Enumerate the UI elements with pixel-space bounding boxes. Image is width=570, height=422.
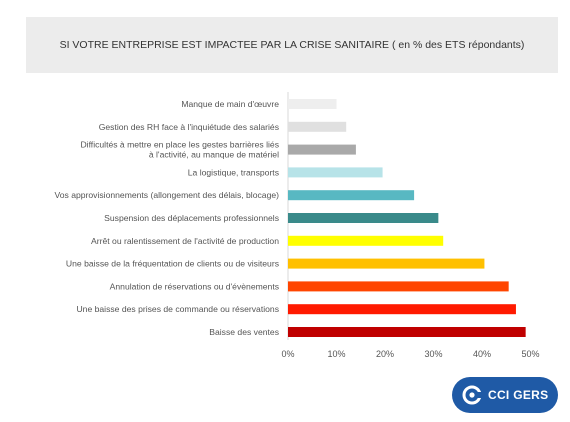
cci-gers-logo: CCI GERS <box>452 377 558 413</box>
bar <box>288 144 356 155</box>
bar <box>288 121 347 132</box>
category-label: Vos approvisionnements (allongement des … <box>54 190 279 200</box>
category-label: Manque de main d'œuvre <box>181 99 279 109</box>
category-label: Une baisse de la fréquentation de client… <box>66 259 279 269</box>
category-label: Annulation de réservations ou d'évènemen… <box>110 281 279 291</box>
category-label: Une baisse des prises de commande ou rés… <box>76 304 279 314</box>
x-tick-label: 50% <box>521 349 539 359</box>
bar <box>288 258 485 269</box>
category-label: Arrêt ou ralentissement de l'activité de… <box>91 236 279 246</box>
x-tick-label: 10% <box>327 349 345 359</box>
x-tick-label: 20% <box>376 349 394 359</box>
bar <box>288 167 383 178</box>
bar <box>288 190 415 201</box>
logo-text: CCI GERS <box>488 388 549 402</box>
bar <box>288 281 509 292</box>
x-tick-label: 30% <box>424 349 442 359</box>
category-label: Difficultés à mettre en place les gestes… <box>80 140 279 160</box>
category-label: La logistique, transports <box>188 167 279 177</box>
bar <box>288 304 516 315</box>
bar <box>288 327 526 337</box>
category-label: Gestion des RH face à l'inquiétude des s… <box>99 122 279 132</box>
x-tick-label: 0% <box>281 349 294 359</box>
chart-title-band: SI VOTRE ENTREPRISE EST IMPACTEE PAR LA … <box>26 17 558 73</box>
x-tick-label: 40% <box>473 349 491 359</box>
bar <box>288 235 444 246</box>
category-label: Suspension des déplacements professionne… <box>104 213 279 223</box>
bar <box>288 99 337 109</box>
category-label: Baisse des ventes <box>209 327 279 337</box>
bar <box>288 213 439 223</box>
chart-title: SI VOTRE ENTREPRISE EST IMPACTEE PAR LA … <box>59 39 525 51</box>
cci-logo-icon <box>462 385 482 405</box>
